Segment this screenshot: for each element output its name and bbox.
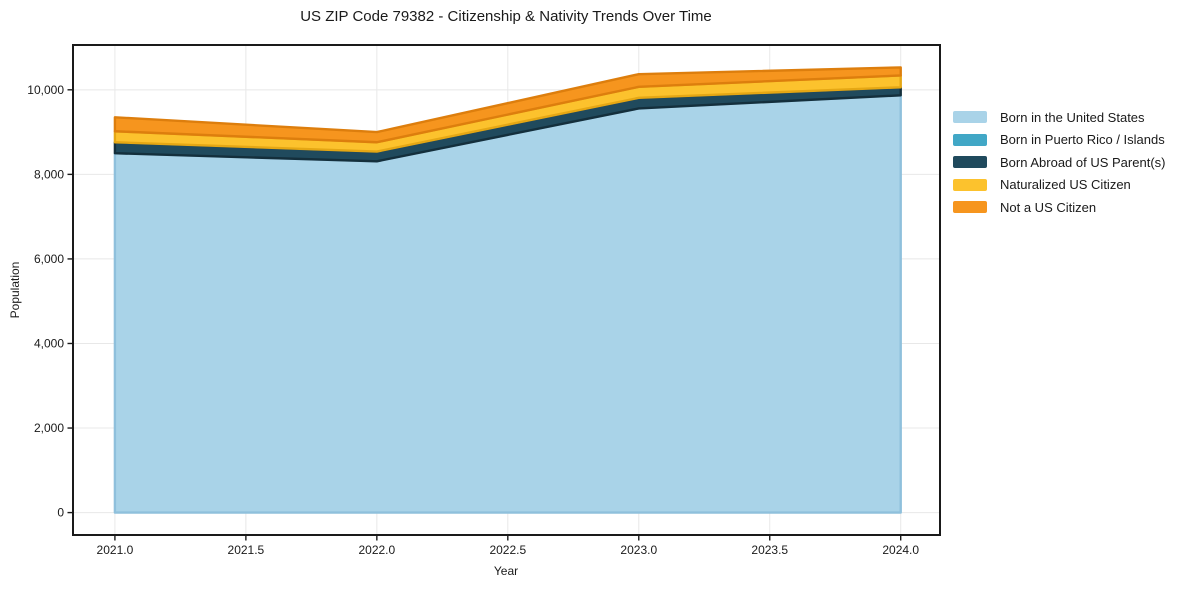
legend-swatch-icon (953, 111, 987, 124)
y-tick-label: 10,000 (27, 83, 64, 97)
x-tick-label: 2024.0 (882, 543, 919, 557)
plot-frame (72, 44, 941, 536)
x-tick-label: 2021.0 (97, 543, 134, 557)
x-tick-label: 2022.5 (489, 543, 526, 557)
legend-swatch-icon (953, 133, 987, 146)
legend-label: Born in the United States (1000, 109, 1145, 125)
y-axis-label: Population (8, 261, 22, 319)
legend-swatch-icon (953, 178, 987, 191)
x-tick-label: 2023.0 (620, 543, 657, 557)
area-not-a-us-citizen (113, 66, 902, 144)
legend-item-not-a-us-citizen: Not a US Citizen (953, 196, 1165, 219)
legend-item-born-in-the-united-states: Born in the United States (953, 106, 1165, 129)
legend-item-naturalized-us-citizen: Naturalized US Citizen (953, 174, 1165, 197)
legend-swatch-icon (953, 201, 987, 214)
x-tick-label: 2022.0 (358, 543, 395, 557)
legend-label: Born in Puerto Rico / Islands (1000, 132, 1165, 148)
legend-item-born-abroad-of-us-parent-s: Born Abroad of US Parent(s) (953, 151, 1165, 174)
y-tick-label: 0 (57, 506, 64, 520)
legend: Born in the United States Born in Puerto … (953, 106, 1165, 219)
y-tick-label: 6,000 (34, 252, 64, 266)
legend-item-born-in-puerto-rico-islands: Born in Puerto Rico / Islands (953, 129, 1165, 152)
legend-label: Born Abroad of US Parent(s) (1000, 154, 1166, 170)
y-tick-label: 4,000 (34, 336, 64, 350)
x-axis-label: Year (493, 564, 519, 578)
legend-label: Naturalized US Citizen (1000, 177, 1131, 193)
x-tick-label: 2021.5 (228, 543, 265, 557)
legend-swatch-icon (953, 156, 987, 169)
legend-label: Not a US Citizen (1000, 199, 1097, 215)
x-tick-label: 2023.5 (751, 543, 788, 557)
y-tick-label: 2,000 (34, 421, 64, 435)
y-tick-label: 8,000 (34, 167, 64, 181)
chart-title: US ZIP Code 79382 - Citizenship & Nativi… (300, 8, 712, 25)
